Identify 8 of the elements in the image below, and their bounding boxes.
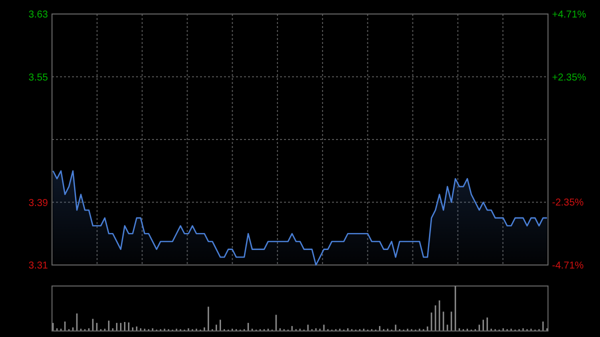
y-tick-label: 3.39	[28, 198, 48, 209]
y-tick-label: 3.55	[28, 72, 48, 84]
y2-tick-label: -2.35%	[552, 198, 584, 209]
y2-tick-label: +4.71%	[552, 10, 586, 20]
y2-tick-label: +2.35%	[552, 72, 586, 84]
y2-tick-label: -4.71%	[552, 260, 584, 272]
y-tick-label: 3.31	[28, 260, 48, 272]
y-tick-label: 3.63	[28, 10, 48, 20]
